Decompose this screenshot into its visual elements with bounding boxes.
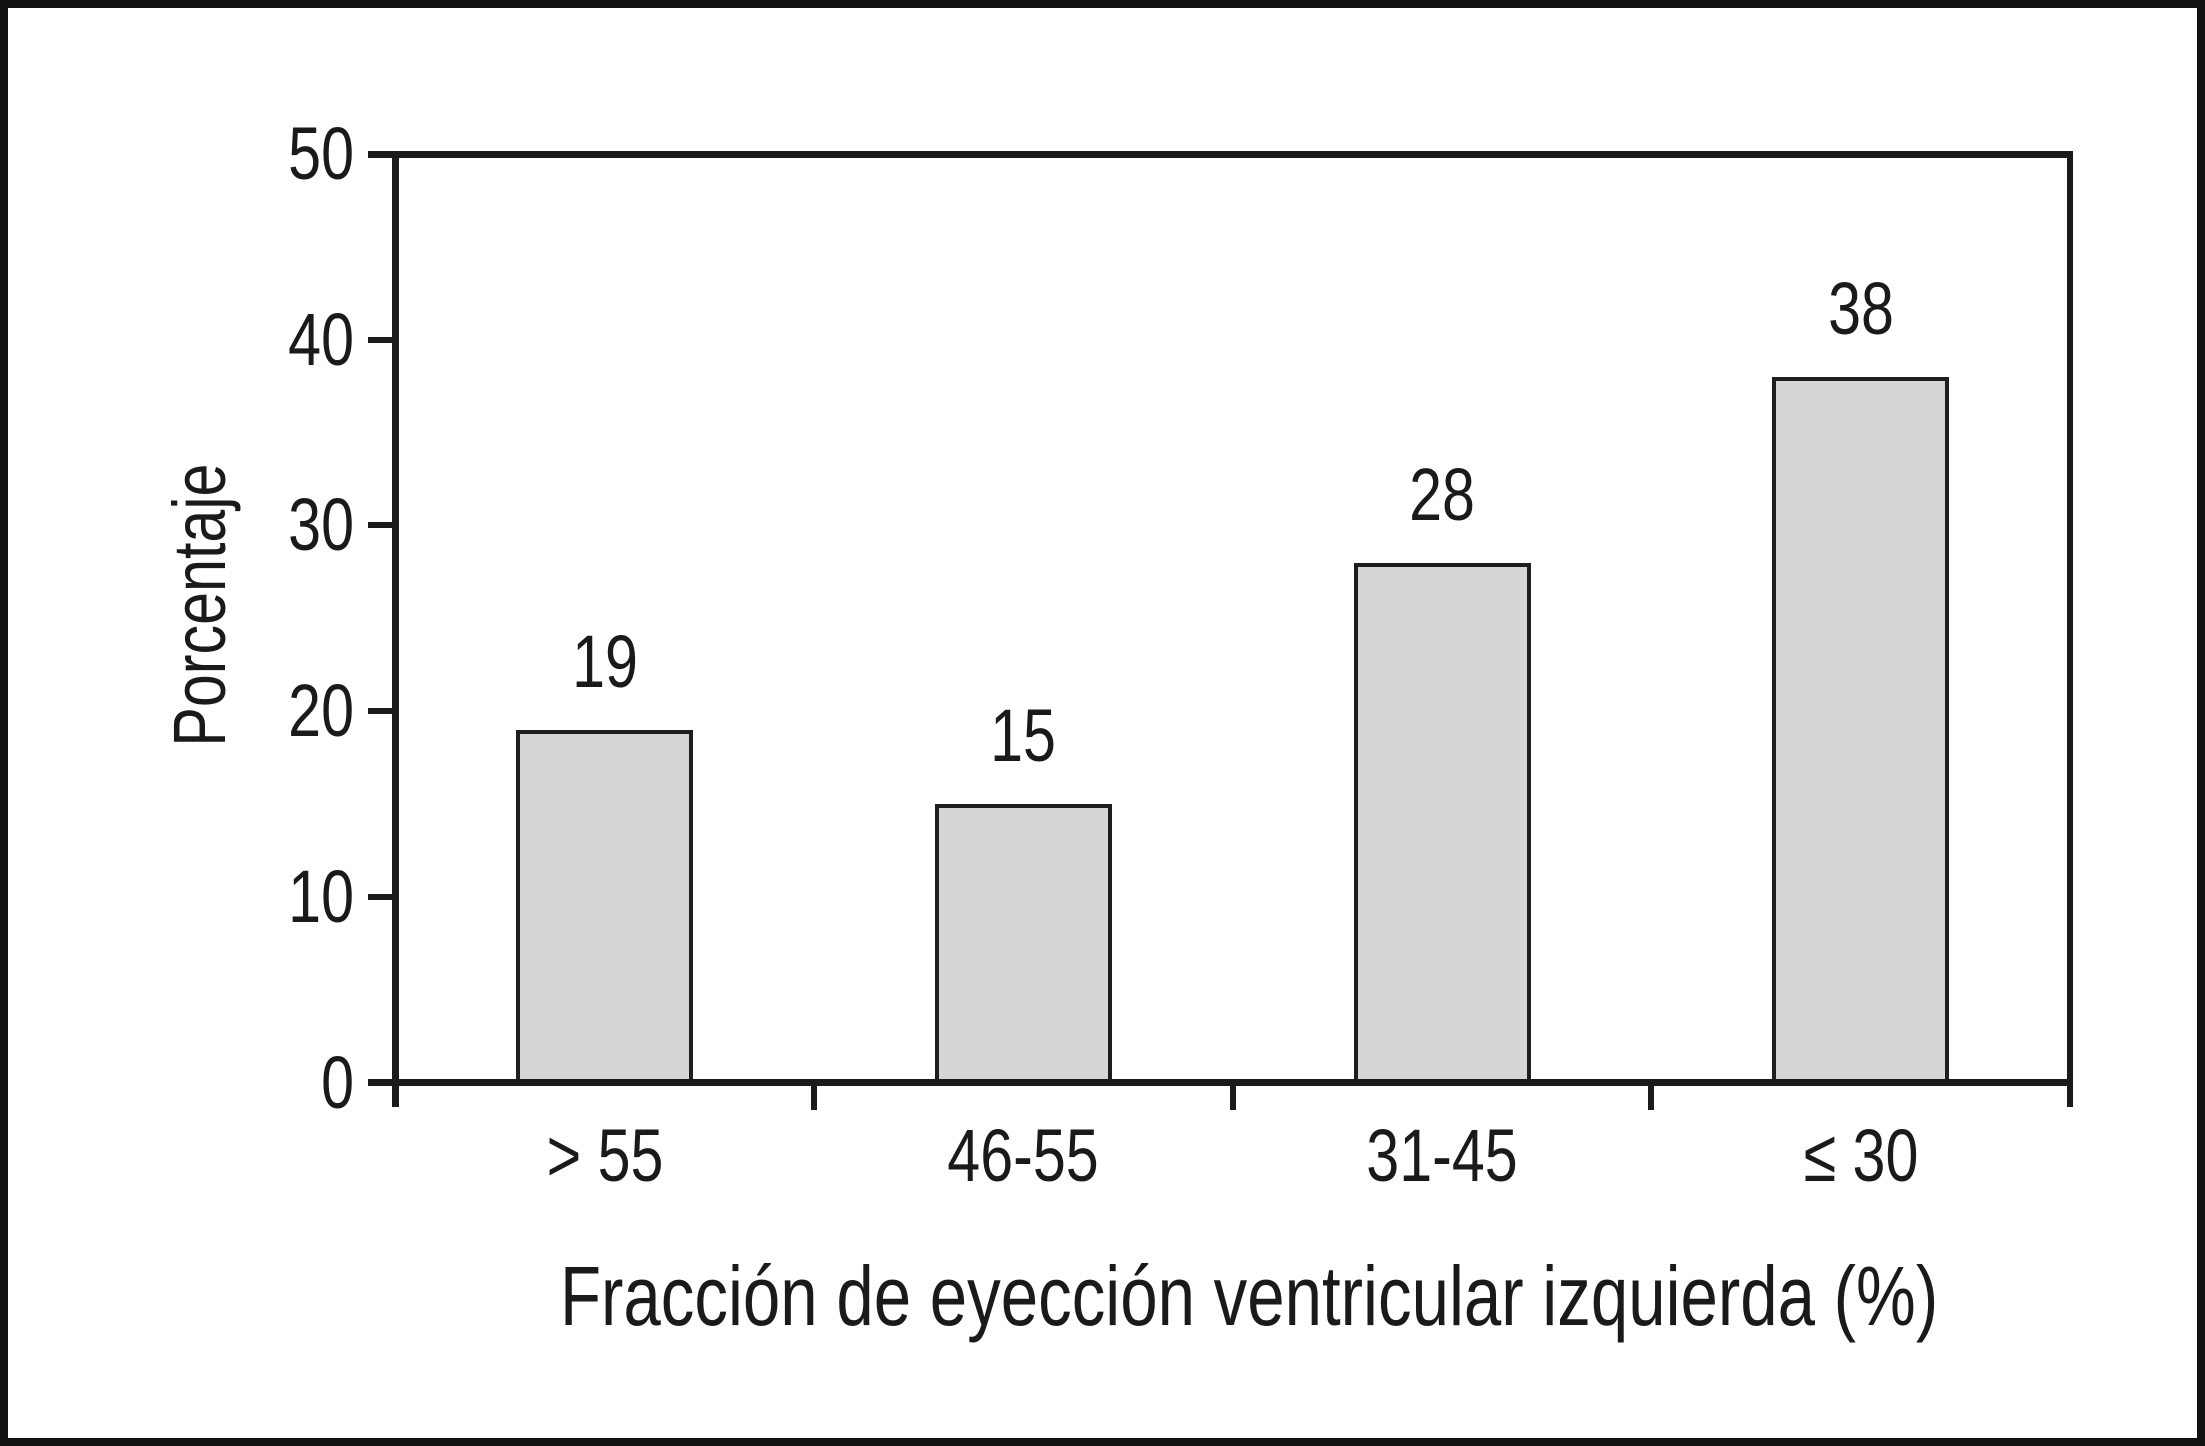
- x-tick-3: [1648, 1086, 1655, 1110]
- bar-2: [934, 804, 1112, 1086]
- y-tick-30: [368, 522, 392, 529]
- x-category-label-1: > 55: [546, 1114, 664, 1197]
- bar-value-label-4: 38: [1827, 266, 1894, 350]
- plot-top-line: [368, 150, 2073, 158]
- y-tick-label-10: 10: [288, 854, 354, 938]
- plot-right-line: [2067, 150, 2073, 1107]
- y-axis-line: [392, 150, 399, 1107]
- bar-value-label-3: 28: [1409, 452, 1476, 536]
- y-tick-label-50: 50: [288, 112, 354, 195]
- y-tick-40: [368, 336, 392, 343]
- y-tick-label-30: 30: [288, 483, 354, 567]
- bar-4: [1772, 376, 1950, 1086]
- x-category-label-2: 46-55: [947, 1114, 1100, 1197]
- y-tick-label-0: 0: [321, 1040, 354, 1124]
- bar-value-label-1: 19: [571, 619, 638, 703]
- bar-value-label-2: 15: [990, 694, 1057, 777]
- y-tick-10: [368, 893, 392, 900]
- y-tick-label-40: 40: [288, 297, 354, 381]
- x-axis-title: Fracción de eyección ventricular izquier…: [560, 1249, 1939, 1343]
- bar-1: [516, 729, 694, 1086]
- x-tick-2: [1229, 1086, 1236, 1110]
- y-tick-label-20: 20: [288, 669, 354, 753]
- x-category-label-3: 31-45: [1366, 1114, 1518, 1197]
- x-tick-1: [811, 1086, 818, 1110]
- x-category-label-4: ≤ 30: [1803, 1114, 1919, 1197]
- bar-3: [1353, 562, 1531, 1086]
- y-tick-20: [368, 708, 392, 715]
- plot-area: 19 > 55 15 46-55 28 31-45 38 ≤ 30 0 10 20 30 40 50: [8, 8, 2197, 1438]
- x-axis-line: [368, 1079, 2073, 1086]
